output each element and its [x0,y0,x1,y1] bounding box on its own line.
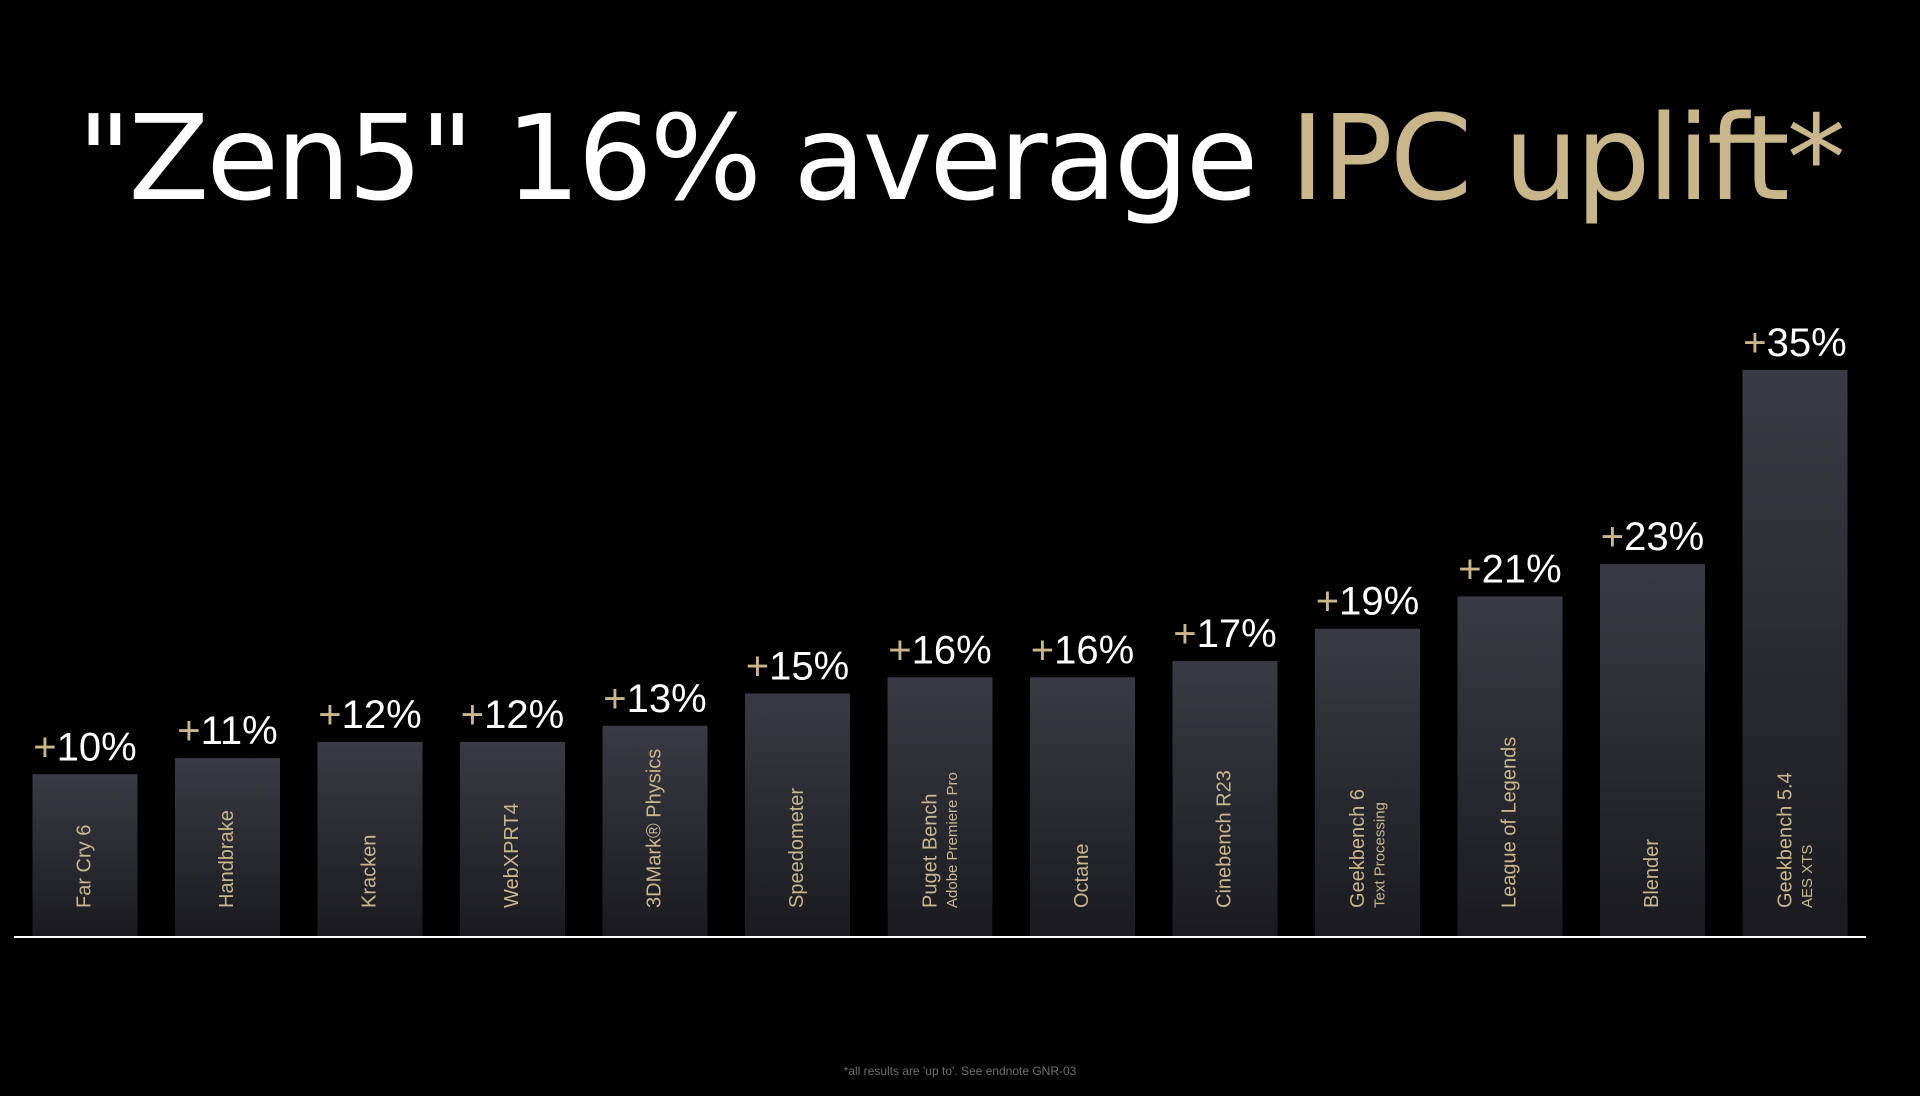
data-label-11: +23% [1601,515,1704,559]
data-label-6: +16% [888,628,991,672]
category-label-6: Puget Bench [919,793,941,908]
title-accent: IPC uplift* [1289,89,1846,227]
category-label-7: Octane [1071,844,1093,908]
category-label-2: Kracken [358,835,380,908]
title-main: "Zen5" 16% average [77,89,1290,227]
bar-11 [1600,564,1705,936]
category-sublabel-6: Adobe Premiere Pro [944,772,961,908]
category-label-5: Speedometer [786,788,808,908]
category-label-4: 3DMark® Physics [643,749,665,908]
category-label-12: Geekbench 5.4 [1774,772,1796,908]
category-sublabel-9: Text Processing [1371,802,1388,908]
bar-9 [1315,628,1420,936]
data-label-8: +17% [1173,612,1276,656]
bar-0 [32,774,138,936]
data-label-7: +16% [1031,628,1134,672]
category-label-1: Handbrake [216,810,238,908]
category-sublabel-12: AES XTS [1799,845,1816,908]
bar-3 [460,741,565,936]
category-label-10: League of Legends [1498,737,1520,908]
data-label-12: +35% [1743,321,1846,365]
bar-2 [317,741,423,936]
bar-12 [1742,370,1848,936]
bar-8 [1172,661,1278,936]
category-label-9: Geekbench 6 [1347,789,1369,908]
bar-5 [745,693,850,936]
data-label-0: +10% [33,725,136,769]
category-label-8: Cinebench R23 [1213,770,1235,908]
data-label-2: +12% [318,693,421,737]
data-label-3: +12% [461,693,564,737]
chart-title: "Zen5" 16% average IPC uplift* [0,88,1920,228]
bar-6 [887,677,993,936]
bar-10 [1457,596,1563,936]
bar-4 [602,725,708,936]
data-label-9: +19% [1316,580,1419,624]
data-label-10: +21% [1458,547,1561,591]
data-label-1: +11% [177,709,277,753]
footnote: *all results are 'up to'. See endnote GN… [843,1064,1077,1078]
data-label-4: +13% [603,677,706,721]
category-label-3: WebXPRT4 [501,803,523,908]
bar-1 [175,758,280,936]
category-label-0: Far Cry 6 [73,825,95,908]
bar-7 [1030,677,1135,936]
category-label-11: Blender [1641,839,1663,908]
data-label-5: +15% [746,644,849,688]
